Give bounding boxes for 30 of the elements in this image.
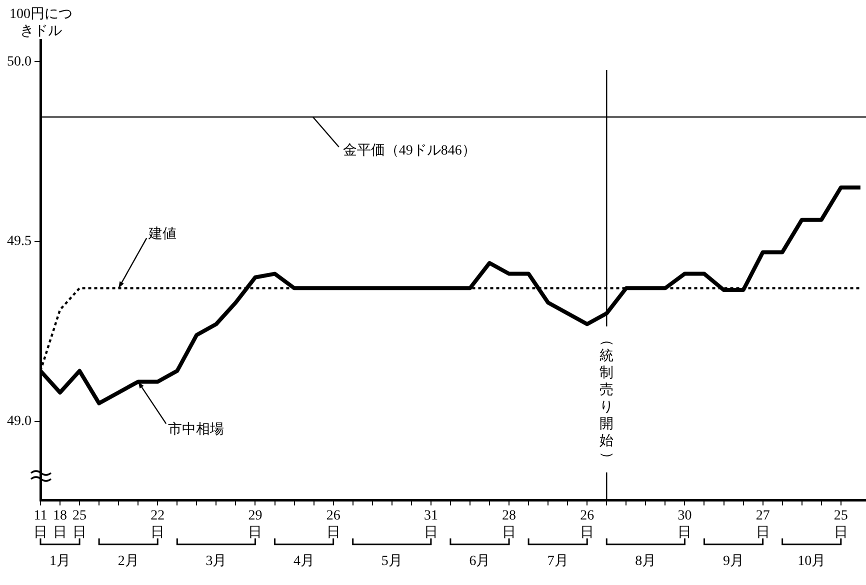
- x-tick-label: 25日: [834, 508, 848, 540]
- text: 9月: [723, 554, 744, 570]
- annotation: 市中相場: [168, 421, 224, 438]
- ref-line-label: （統制売り開始）: [598, 332, 614, 466]
- text: 1月: [50, 554, 71, 570]
- x-tick-label: 26日: [580, 508, 594, 540]
- text: 8月: [635, 554, 656, 570]
- text: 4月: [294, 554, 315, 570]
- text: 7月: [547, 554, 568, 570]
- x-tick-label: 27日: [756, 508, 770, 540]
- annotation: 建値: [148, 226, 177, 242]
- x-tick-label: 30日: [678, 508, 692, 540]
- text: 6月: [469, 554, 490, 570]
- x-tick-label: 31日: [424, 508, 438, 540]
- y-axis-title: 100円につきドル: [8, 6, 74, 40]
- x-tick-label: 26日: [326, 508, 340, 540]
- text: 2月: [118, 554, 139, 570]
- text: 10月: [798, 554, 826, 570]
- text: 5月: [381, 554, 402, 570]
- x-tick-label: 25日: [72, 508, 87, 540]
- text: 3月: [206, 554, 227, 570]
- ref-line-label: 金平価（49ドル846）: [342, 142, 476, 159]
- x-tick-label: 22日: [150, 508, 165, 540]
- x-tick-label: 29日: [248, 508, 262, 540]
- y-tick-label: 50.0: [7, 54, 32, 70]
- x-tick-label: 18日: [53, 508, 68, 540]
- y-tick-label: 49.5: [7, 234, 32, 250]
- x-tick-label: 11日: [34, 508, 48, 540]
- y-tick-label: 49.0: [7, 414, 32, 429]
- x-tick-label: 28日: [502, 508, 516, 540]
